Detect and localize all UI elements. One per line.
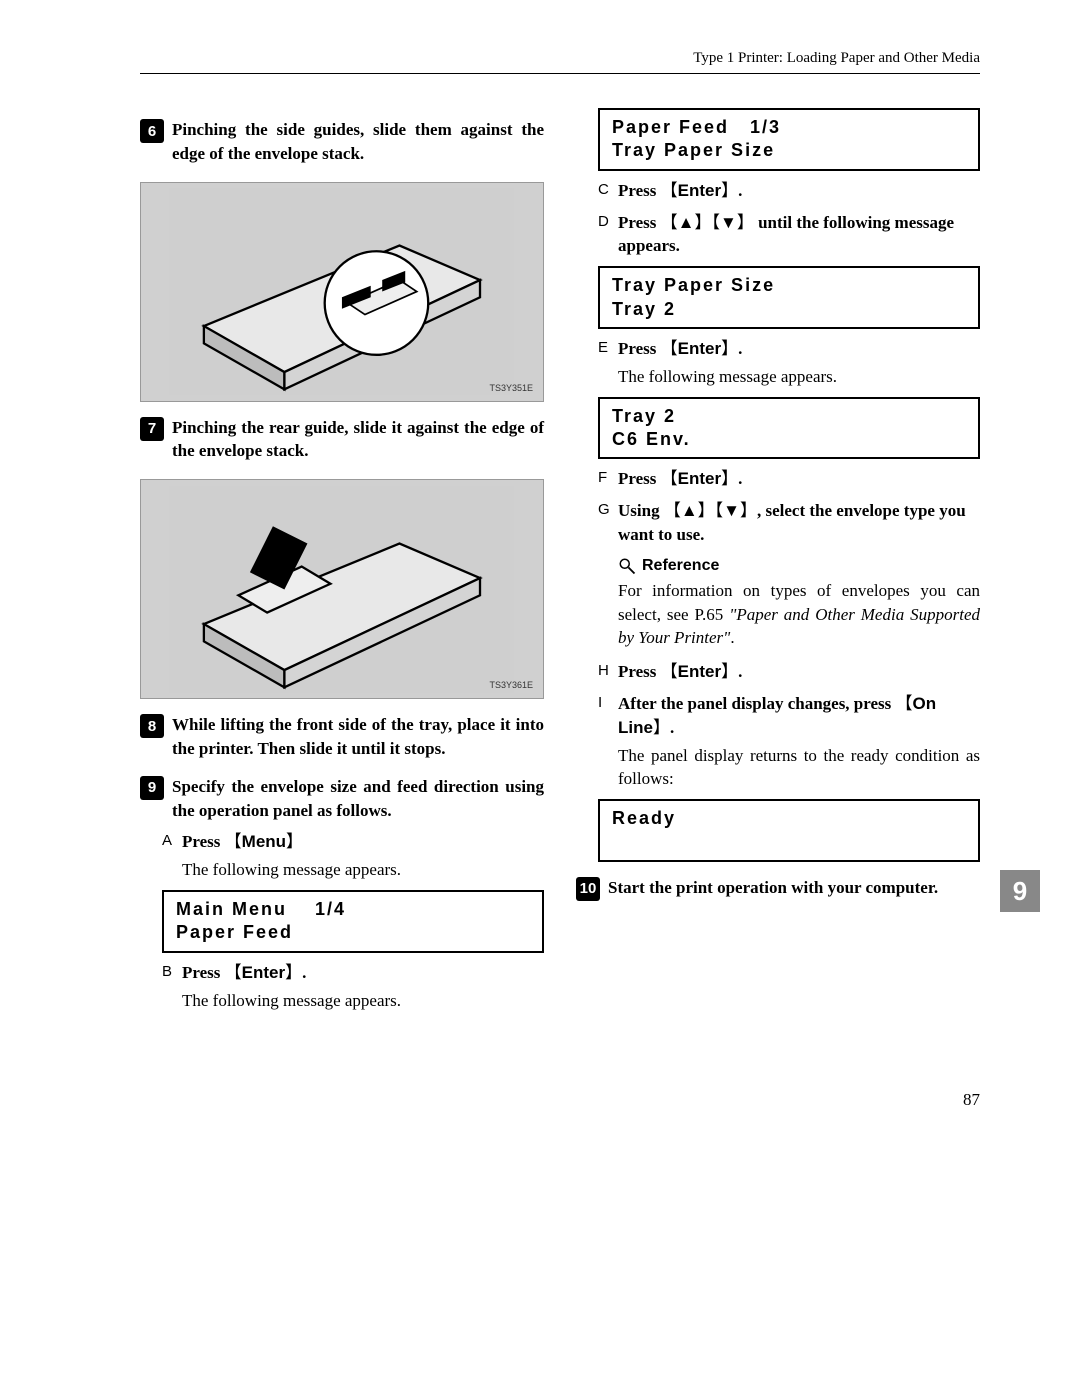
enter-button-label: Enter (661, 469, 738, 488)
text-run: Press (618, 662, 661, 681)
substep-text: Press ▲▼ until the following message app… (618, 211, 980, 259)
text-run: Press (182, 832, 225, 851)
substep-text: Press Enter. (182, 961, 306, 985)
lcd-line: Paper Feed 1/3 (612, 116, 966, 139)
enter-button-label: Enter (225, 963, 302, 982)
lcd-display: Tray Paper Size Tray 2 (598, 266, 980, 329)
step-10: 10 Start the print operation with your c… (576, 876, 980, 901)
text-run: Press (618, 181, 661, 200)
text-run: Using (618, 501, 664, 520)
substep-letter: F (598, 469, 618, 486)
followup-text: The following message appears. (618, 365, 980, 389)
step-6: 6 Pinching the side guides, slide them a… (140, 118, 544, 166)
page-header: Type 1 Printer: Loading Paper and Other … (140, 50, 980, 74)
substep-text: Press Enter. (618, 337, 742, 361)
text-run: Press (618, 339, 661, 358)
down-arrow-button-label: ▼ (711, 213, 753, 232)
lcd-line: Tray Paper Size (612, 139, 966, 162)
substep-letter: D (598, 213, 618, 230)
tray-illustration (151, 188, 533, 395)
lcd-display: Tray 2 C6 Env. (598, 397, 980, 460)
chapter-tab: 9 (1000, 870, 1040, 912)
step-text: While lifting the front side of the tray… (172, 713, 544, 761)
text-run: Press (618, 469, 661, 488)
step-text: Start the print operation with your comp… (608, 876, 938, 900)
reference-icon (618, 557, 636, 575)
lcd-line (612, 830, 966, 853)
substep-letter: C (598, 181, 618, 198)
text-run: . (730, 628, 734, 647)
step-8: 8 While lifting the front side of the tr… (140, 713, 544, 761)
down-arrow-button-label: ▼ (715, 501, 757, 520)
figure-label: TS3Y351E (489, 383, 533, 393)
lcd-line: Tray Paper Size (612, 274, 966, 297)
substep-h: H Press Enter. (598, 660, 980, 684)
step-number-badge: 9 (140, 776, 164, 800)
lcd-display: Ready (598, 799, 980, 862)
step-text: Pinching the side guides, slide them aga… (172, 118, 544, 166)
lcd-display: Paper Feed 1/3 Tray Paper Size (598, 108, 980, 171)
substep-text: Press Enter. (618, 660, 742, 684)
step-7: 7 Pinching the rear guide, slide it agai… (140, 416, 544, 464)
page-number: 87 (140, 1090, 980, 1110)
substep-text: Press Enter. (618, 179, 742, 203)
reference-heading-text: Reference (642, 557, 719, 575)
lcd-line: Main Menu 1/4 (176, 898, 530, 921)
substep-text: Press Enter. (618, 467, 742, 491)
page: Type 1 Printer: Loading Paper and Other … (0, 0, 1080, 1170)
reference-block: Reference For information on types of en… (618, 557, 980, 650)
lcd-line: Paper Feed (176, 921, 530, 944)
left-column: 6 Pinching the side guides, slide them a… (140, 104, 544, 1020)
substep-text: After the panel display changes, press O… (618, 692, 980, 740)
content-columns: 6 Pinching the side guides, slide them a… (140, 104, 980, 1020)
enter-button-label: Enter (661, 662, 738, 681)
lcd-line: Tray 2 (612, 298, 966, 321)
substep-letter: E (598, 339, 618, 356)
substep-b: B Press Enter. (162, 961, 544, 985)
substep-letter: H (598, 662, 618, 679)
followup-text: The following message appears. (182, 858, 544, 882)
substep-text: Press Menu (182, 830, 303, 854)
substep-a: A Press Menu (162, 830, 544, 854)
substep-i: I After the panel display changes, press… (598, 692, 980, 740)
followup-text: The panel display returns to the ready c… (618, 744, 980, 792)
substep-letter: I (598, 694, 618, 711)
reference-heading: Reference (618, 557, 980, 575)
text-run: After the panel display changes, press (618, 694, 896, 713)
followup-text: The following message appears. (182, 989, 544, 1013)
substep-d: D Press ▲▼ until the following message a… (598, 211, 980, 259)
lcd-line: C6 Env. (612, 428, 966, 451)
step-number-badge: 6 (140, 119, 164, 143)
figure-label: TS3Y361E (489, 680, 533, 690)
up-arrow-button-label: ▲ (661, 213, 712, 232)
substep-e: E Press Enter. (598, 337, 980, 361)
substep-letter: B (162, 963, 182, 980)
reference-body: For information on types of envelopes yo… (618, 579, 980, 650)
right-column: Paper Feed 1/3 Tray Paper Size C Press E… (576, 104, 980, 1020)
substep-letter: G (598, 501, 618, 518)
substep-f: F Press Enter. (598, 467, 980, 491)
step-text: Specify the envelope size and feed direc… (172, 775, 544, 823)
lcd-line: Tray 2 (612, 405, 966, 428)
substep-g: G Using ▲▼, select the envelope type you… (598, 499, 980, 547)
up-arrow-button-label: ▲ (664, 501, 715, 520)
substep-letter: A (162, 832, 182, 849)
substep-text: Using ▲▼, select the envelope type you w… (618, 499, 980, 547)
figure-rear-guide: TS3Y361E (140, 479, 544, 699)
figure-side-guides: TS3Y351E (140, 182, 544, 402)
substep-c: C Press Enter. (598, 179, 980, 203)
lcd-display: Main Menu 1/4 Paper Feed (162, 890, 544, 953)
step-9: 9 Specify the envelope size and feed dir… (140, 775, 544, 823)
menu-button-label: Menu (225, 832, 303, 851)
step-number-badge: 8 (140, 714, 164, 738)
lcd-line: Ready (612, 807, 966, 830)
step-number-badge: 10 (576, 877, 600, 901)
enter-button-label: Enter (661, 339, 738, 358)
step-number-badge: 7 (140, 417, 164, 441)
text-run: Press (618, 213, 661, 232)
tray-illustration (151, 486, 533, 693)
text-run: Press (182, 963, 225, 982)
step-text: Pinching the rear guide, slide it agains… (172, 416, 544, 464)
enter-button-label: Enter (661, 181, 738, 200)
